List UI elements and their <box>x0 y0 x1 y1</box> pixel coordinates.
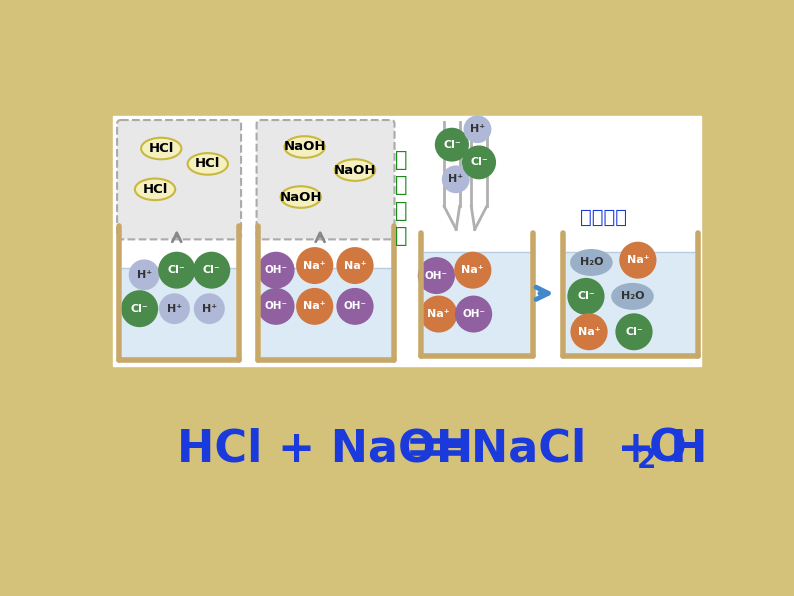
Text: OH⁻: OH⁻ <box>344 302 367 311</box>
FancyBboxPatch shape <box>117 120 241 240</box>
Circle shape <box>619 242 657 279</box>
Text: O: O <box>649 427 687 470</box>
FancyBboxPatch shape <box>114 116 411 367</box>
Text: 2: 2 <box>636 446 656 474</box>
Text: Na⁺: Na⁺ <box>626 255 649 265</box>
Text: NaOH: NaOH <box>283 141 326 154</box>
Circle shape <box>257 288 295 325</box>
Text: OH⁻: OH⁻ <box>264 302 287 311</box>
Text: Na⁺: Na⁺ <box>344 260 366 271</box>
Text: Cl⁻: Cl⁻ <box>577 291 595 302</box>
Text: Cl⁻: Cl⁻ <box>443 139 461 150</box>
Circle shape <box>615 313 653 350</box>
Ellipse shape <box>141 138 181 159</box>
Text: NaOH: NaOH <box>279 191 322 203</box>
Circle shape <box>159 293 190 324</box>
Text: HCl: HCl <box>148 142 174 155</box>
Text: 观: 观 <box>395 175 408 195</box>
Bar <box>121 268 236 358</box>
Text: H⁺: H⁺ <box>137 270 152 280</box>
FancyBboxPatch shape <box>256 120 395 240</box>
Ellipse shape <box>284 136 325 158</box>
Ellipse shape <box>280 186 321 208</box>
Text: HCl: HCl <box>195 157 221 170</box>
Text: Cl⁻: Cl⁻ <box>470 157 488 167</box>
Text: HCl + NaOH: HCl + NaOH <box>177 427 473 470</box>
Text: Na⁺: Na⁺ <box>578 327 600 337</box>
Text: OH⁻: OH⁻ <box>425 271 448 281</box>
Text: Cl⁻: Cl⁻ <box>202 265 221 275</box>
Text: Cl⁻: Cl⁻ <box>168 265 186 275</box>
Text: H⁺: H⁺ <box>202 304 217 313</box>
Circle shape <box>337 247 374 284</box>
Text: HCl: HCl <box>142 183 168 196</box>
Text: NaOH: NaOH <box>333 163 376 176</box>
Circle shape <box>455 296 492 333</box>
FancyBboxPatch shape <box>411 116 701 367</box>
Text: Cl⁻: Cl⁻ <box>131 304 148 313</box>
Circle shape <box>193 252 230 288</box>
Bar <box>261 268 391 358</box>
Ellipse shape <box>570 249 613 276</box>
Text: H⁺: H⁺ <box>448 174 464 184</box>
Bar <box>566 253 696 354</box>
Circle shape <box>158 252 195 288</box>
Circle shape <box>462 145 496 179</box>
Text: Na⁺: Na⁺ <box>461 265 484 275</box>
Ellipse shape <box>611 283 653 310</box>
Text: H₂O: H₂O <box>621 291 644 302</box>
Text: OH⁻: OH⁻ <box>264 265 287 275</box>
Circle shape <box>435 128 469 162</box>
Text: Na⁺: Na⁺ <box>303 260 326 271</box>
Text: Na⁺: Na⁺ <box>303 302 326 311</box>
Circle shape <box>296 247 333 284</box>
Text: Na⁺: Na⁺ <box>427 309 450 319</box>
Ellipse shape <box>135 179 175 200</box>
Circle shape <box>454 252 491 288</box>
Text: OH⁻: OH⁻ <box>462 309 485 319</box>
Circle shape <box>337 288 374 325</box>
Circle shape <box>194 293 225 324</box>
Circle shape <box>464 116 491 143</box>
Circle shape <box>121 290 158 327</box>
Circle shape <box>129 259 160 290</box>
Text: Cl⁻: Cl⁻ <box>625 327 643 337</box>
Ellipse shape <box>187 153 228 175</box>
Circle shape <box>568 278 604 315</box>
Circle shape <box>420 296 457 333</box>
Text: H⁺: H⁺ <box>167 304 182 313</box>
Text: H₂O: H₂O <box>580 257 603 268</box>
Circle shape <box>296 288 333 325</box>
Text: 重新组合: 重新组合 <box>580 209 626 227</box>
Text: 微: 微 <box>395 150 408 170</box>
Circle shape <box>418 257 455 294</box>
Circle shape <box>570 313 607 350</box>
Text: 世: 世 <box>395 201 408 221</box>
Text: H⁺: H⁺ <box>470 125 485 134</box>
Text: NaCl  + H: NaCl + H <box>472 427 707 470</box>
Circle shape <box>257 252 295 288</box>
Circle shape <box>441 166 470 193</box>
Bar <box>424 253 530 354</box>
Text: 界: 界 <box>395 226 408 246</box>
Ellipse shape <box>335 159 375 181</box>
